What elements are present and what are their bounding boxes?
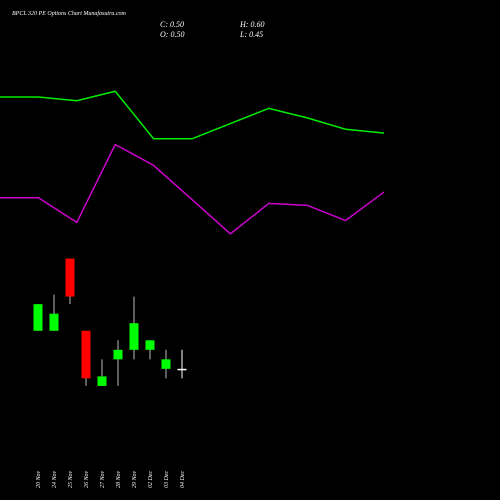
x-tick-label: 25 Nov [68, 470, 74, 488]
candle-body [81, 330, 91, 379]
candle-body [113, 349, 123, 360]
candle-body [161, 359, 171, 369]
x-tick-label: 20 Nov [36, 470, 42, 488]
x-tick-label: 04 Dec [179, 471, 186, 488]
candle-body [33, 304, 43, 331]
x-tick-label: 03 Dec [164, 471, 170, 488]
x-tick-label: 24 Nov [51, 470, 58, 488]
x-tick-label: 29 Nov [132, 470, 138, 488]
info-open: O: 0.50 [160, 30, 184, 39]
x-tick-label: 26 Nov [84, 470, 90, 488]
indicator-line [0, 143, 385, 235]
candle-body [177, 368, 187, 371]
x-tick-label: 28 Nov [116, 470, 122, 488]
x-tick-label: 02 Dec [148, 471, 154, 488]
candle-body [129, 323, 139, 350]
x-tick-label: 27 Nov [100, 470, 106, 488]
candle-body [49, 313, 59, 331]
candle-body [65, 258, 75, 297]
indicator-line [0, 90, 385, 140]
info-close: C: 0.50 [160, 20, 184, 29]
chart-title: BPCL 320 PE Options Chart Munafasutra.co… [12, 10, 127, 17]
candle-body [145, 340, 155, 350]
info-low: L: 0.45 [239, 30, 263, 39]
info-high: H: 0.60 [239, 20, 264, 29]
candle-body [97, 376, 107, 386]
